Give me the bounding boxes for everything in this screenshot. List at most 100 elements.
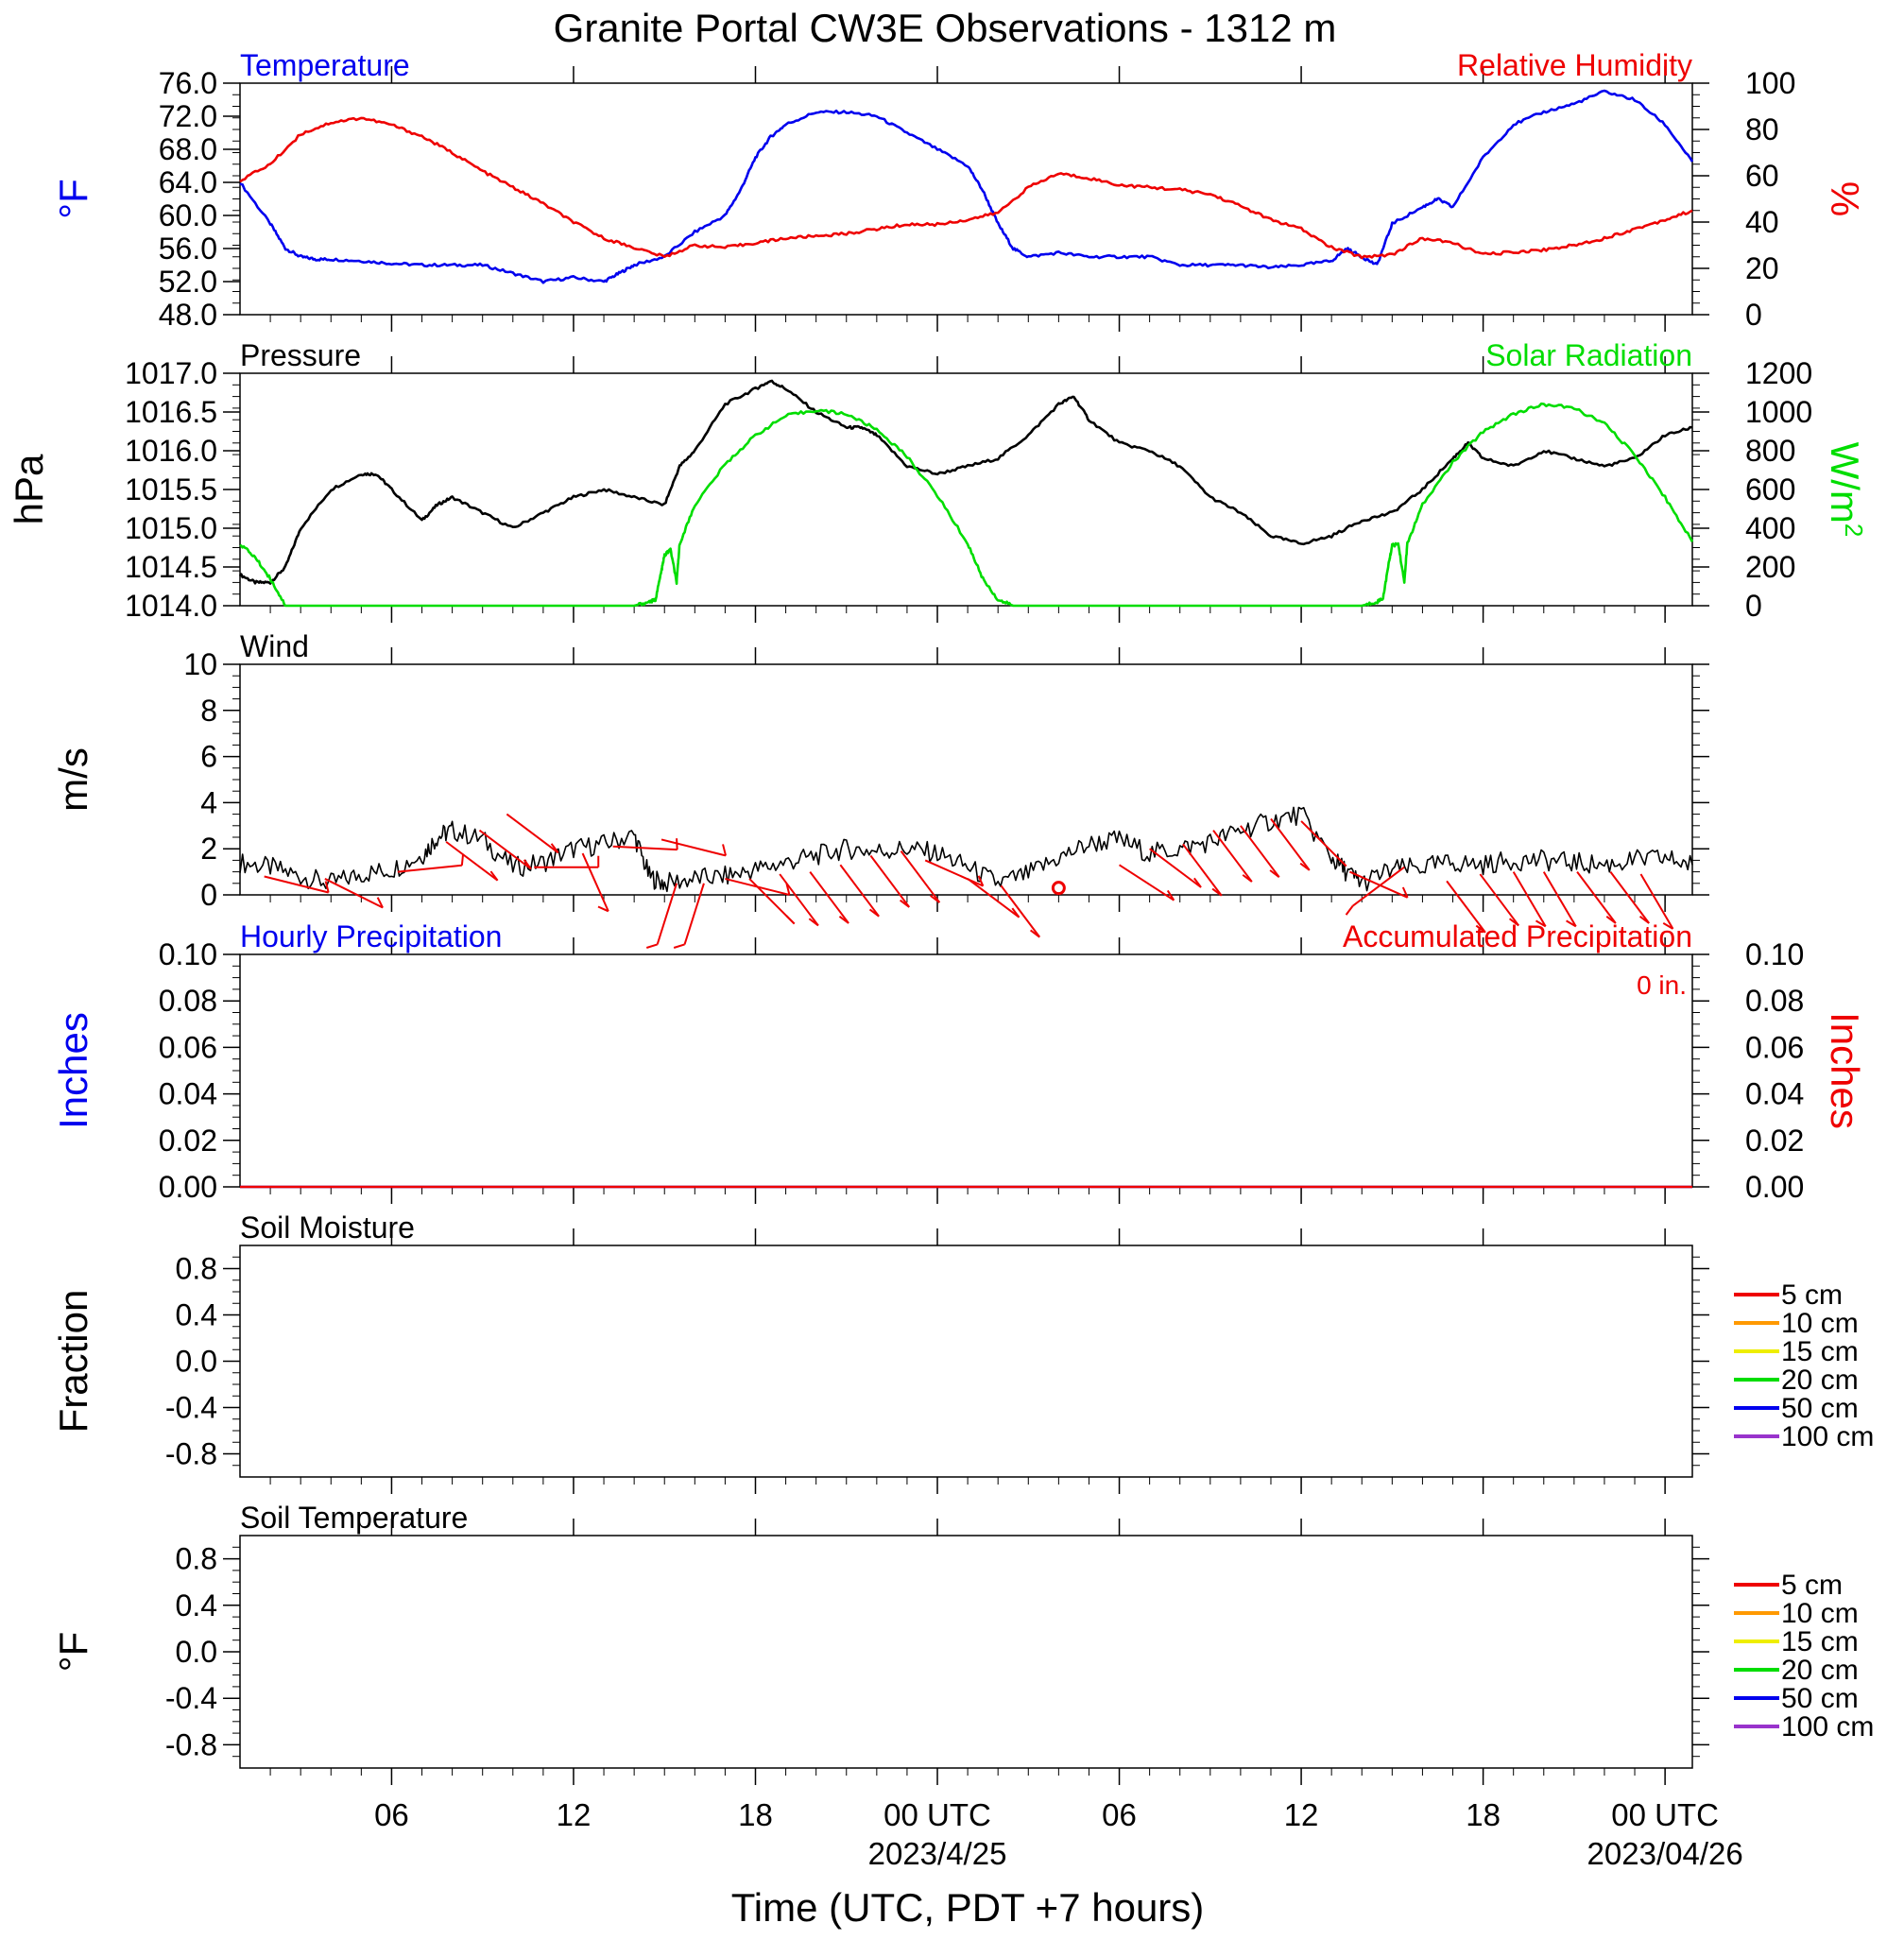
panel-title-right: Relative Humidity — [1457, 48, 1692, 82]
plot-frame — [239, 953, 1693, 1188]
wind-barb-flag — [808, 918, 819, 927]
y-tick-label: 60.0 — [159, 198, 217, 232]
wind-barb — [1352, 866, 1405, 907]
wind-barb-flag — [1605, 915, 1617, 924]
wind-barb — [1118, 864, 1175, 901]
wind-barb-flag — [489, 870, 499, 882]
y-axis-label: °F — [51, 179, 95, 218]
wind-barb — [1270, 817, 1311, 871]
y-tick-label-right: 0.02 — [1745, 1124, 1804, 1158]
wind-barb-flag — [1566, 919, 1577, 928]
wind-barb-flag — [1337, 857, 1347, 867]
y-tick-label: 0.08 — [159, 984, 217, 1018]
y-tick-label: 0.0 — [176, 1345, 217, 1379]
y-tick-label: 1017.0 — [125, 356, 217, 390]
y-tick-label-right: 0.08 — [1745, 984, 1804, 1018]
y-axis-label: °F — [51, 1632, 95, 1672]
y-tick-label: 0.06 — [159, 1030, 217, 1064]
x-tick-label: 18 — [738, 1797, 773, 1832]
wind-barb-flag — [722, 844, 727, 856]
wind-barb — [397, 864, 462, 873]
series-wind-speed — [239, 806, 1693, 893]
y-axis-label-right: % — [1823, 181, 1867, 216]
legend-label: 5 cm — [1781, 1279, 1843, 1311]
y-tick-label: 48.0 — [159, 298, 217, 332]
wind-barb — [660, 838, 727, 857]
wind-barb — [967, 878, 1021, 918]
panel-soil-moisture: -0.8 -0.4 0.0 0.4 0.8 Soil Moisture Fraction 5 … — [51, 1210, 1874, 1494]
y-axis-label-right: W/m2 — [1823, 442, 1868, 538]
y-tick-label: 1016.5 — [125, 395, 217, 429]
y-tick-label: 52.0 — [159, 265, 217, 299]
legend-label: 50 cm — [1781, 1393, 1859, 1424]
y-tick-label-right: 0.10 — [1745, 937, 1804, 971]
wind-barb — [1542, 871, 1577, 927]
wind-barb — [506, 813, 559, 854]
wind-barb — [1212, 830, 1253, 883]
y-tick-label-right: 0.06 — [1745, 1030, 1804, 1064]
plot-frame — [239, 1535, 1693, 1769]
wind-barb — [612, 845, 678, 851]
wind-barb-flag — [838, 915, 849, 924]
wind-barb-flag — [597, 905, 609, 913]
y-tick-label: -0.4 — [165, 1391, 217, 1425]
y-tick-label: 0.8 — [176, 1252, 217, 1286]
wind-barb — [1240, 825, 1280, 878]
panel-title-right: Solar Radiation — [1485, 338, 1692, 372]
wind-barb-flag — [645, 943, 658, 949]
y-tick-label-right: 20 — [1745, 251, 1779, 285]
plot-frame — [239, 82, 1693, 316]
y-tick-label-right: 0 — [1745, 298, 1762, 332]
x-tick-label: 12 — [1284, 1797, 1319, 1832]
plot-frame — [239, 1245, 1693, 1478]
wind-barb-flag — [1011, 907, 1021, 918]
y-tick-label: 0.0 — [176, 1635, 217, 1669]
wind-barb-flag — [977, 875, 985, 887]
series-temperature — [239, 89, 1694, 284]
wind-barb — [1446, 880, 1486, 934]
wind-barb-flag — [1535, 919, 1547, 928]
wind-barb — [1639, 873, 1674, 930]
panel-title: Soil Moisture — [240, 1210, 415, 1245]
wind-barb-flag — [324, 881, 330, 893]
wind-barb-flag — [930, 895, 940, 903]
panel-title: Pressure — [240, 338, 361, 372]
y-tick-label: 1015.5 — [125, 472, 217, 506]
legend-label: 5 cm — [1781, 1570, 1843, 1601]
wind-barb — [779, 873, 819, 927]
wind-barb — [1479, 873, 1519, 927]
figure-title: Granite Portal CW3E Observations - 1312 … — [554, 6, 1337, 50]
wind-barb — [656, 883, 678, 945]
y-tick-label-right: 1000 — [1745, 395, 1812, 429]
y-tick-label: 0.04 — [159, 1077, 217, 1111]
y-tick-label: -0.4 — [165, 1681, 217, 1715]
wind-barb — [809, 870, 849, 924]
x-tick-sublabel: 2023/04/26 — [1587, 1836, 1743, 1871]
wind-barb — [445, 841, 499, 882]
y-tick-label-right: 200 — [1745, 550, 1795, 584]
x-tick-sublabel: 2023/4/25 — [868, 1836, 1007, 1871]
legend-label: 15 cm — [1781, 1336, 1859, 1367]
wind-barb-flag — [550, 843, 559, 854]
panel-title: Wind — [240, 629, 309, 663]
wind-barb-flag — [1508, 918, 1519, 927]
wind-barb-flag — [1269, 869, 1280, 879]
wind-barb-flag — [1638, 915, 1650, 924]
y-tick-label: 1015.0 — [125, 511, 217, 545]
wind-barb — [264, 875, 329, 894]
y-tick-label: 8 — [200, 694, 217, 728]
panels: 48.052.056.060.064.068.072.076.002040608… — [7, 48, 1874, 1785]
wind-barb — [839, 864, 880, 918]
wind-barb — [900, 850, 941, 903]
y-tick-label: 0.00 — [159, 1170, 217, 1204]
y-tick-label-right: 0 — [1745, 589, 1762, 623]
wind-barb — [1512, 871, 1547, 927]
panel-title: Temperature — [240, 48, 410, 82]
x-tick-label: 00 UTC — [1611, 1797, 1719, 1832]
legend-label: 50 cm — [1781, 1683, 1859, 1714]
y-tick-label: 64.0 — [159, 165, 217, 199]
y-tick-label: -0.8 — [165, 1437, 217, 1471]
panel-pressure: 1014.0 1014.5 1015.0 1015.5 1016.0 1016.5 1017… — [7, 338, 1868, 623]
legend-label: 100 cm — [1781, 1711, 1874, 1743]
x-tick-label: 06 — [1102, 1797, 1137, 1832]
